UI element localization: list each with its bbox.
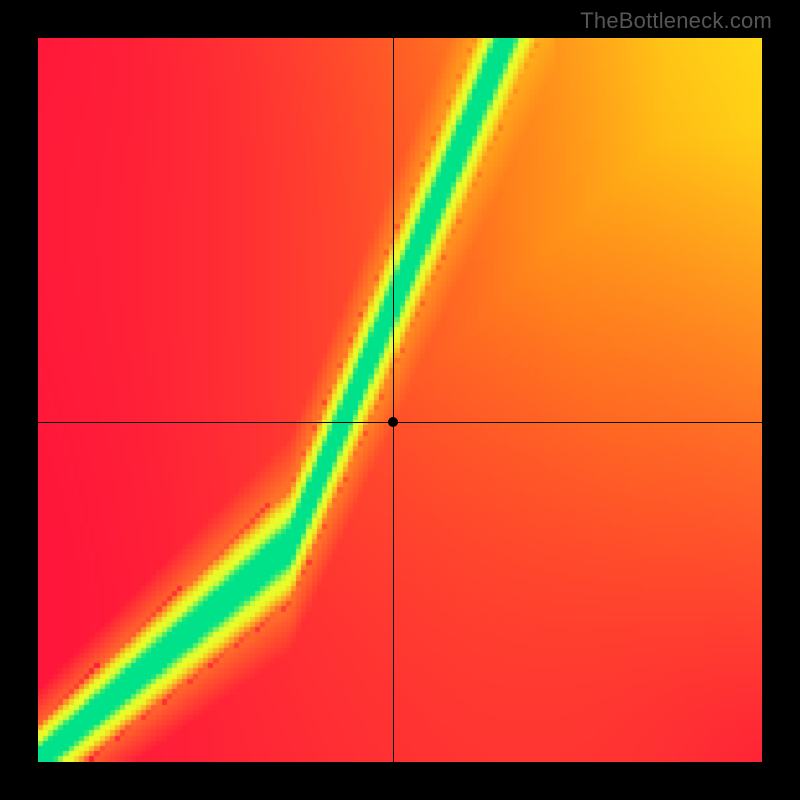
heatmap-plot <box>38 38 762 762</box>
heatmap-canvas <box>38 38 762 762</box>
root-container: { "watermark": { "text": "TheBottleneck.… <box>0 0 800 800</box>
watermark-text: TheBottleneck.com <box>580 8 772 34</box>
